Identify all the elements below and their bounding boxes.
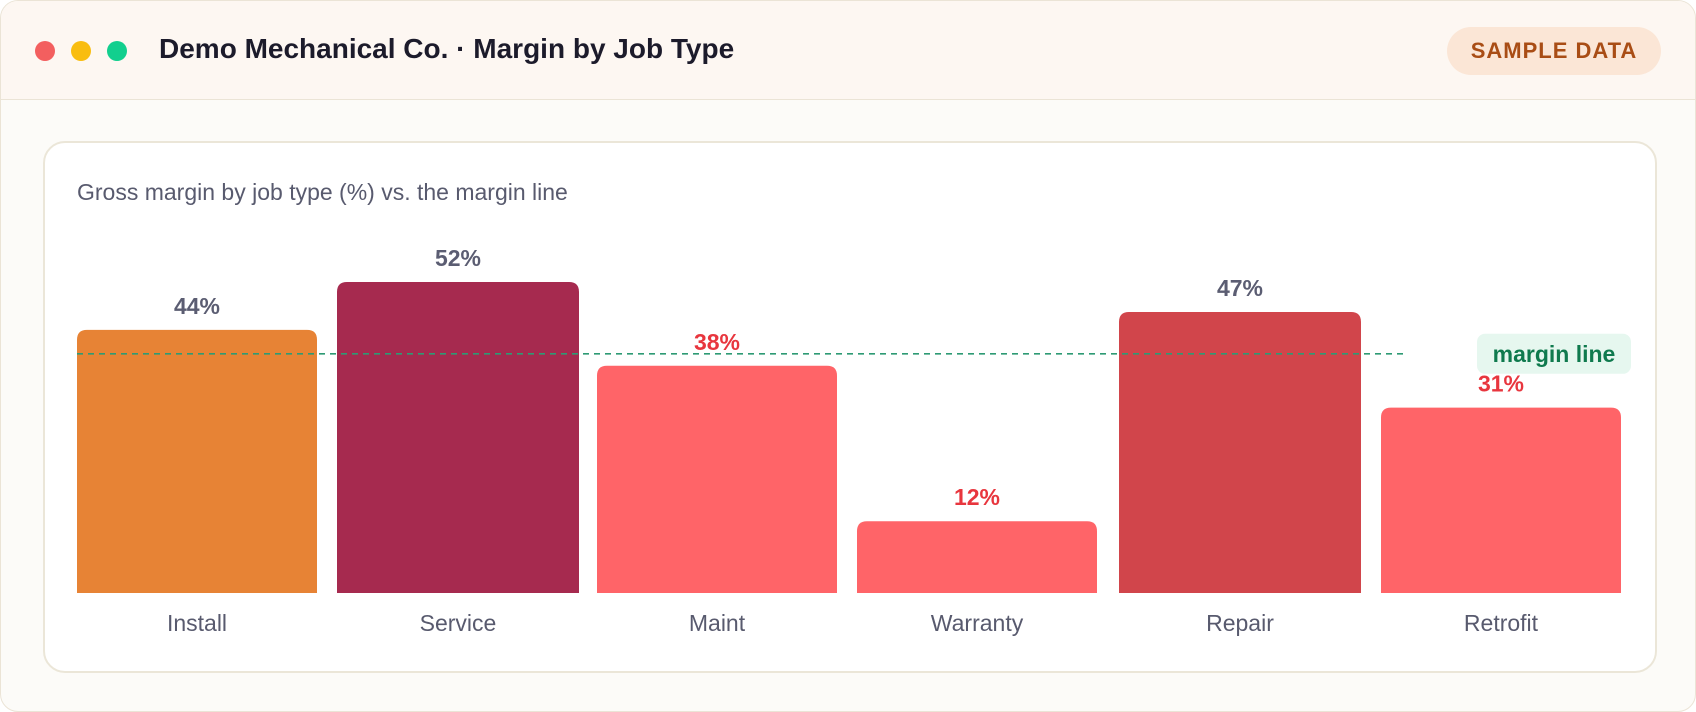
- category-label-warranty: Warranty: [931, 610, 1024, 636]
- bar-maint: [597, 365, 837, 593]
- bar-repair: [1119, 311, 1361, 593]
- value-label-install: 44%: [174, 293, 220, 319]
- value-label-retrofit: 31%: [1478, 371, 1524, 397]
- bar-warranty: [857, 521, 1097, 593]
- chart-subtitle: Gross margin by job type (%) vs. the mar…: [77, 179, 568, 205]
- bar-install: [77, 329, 317, 593]
- minimize-button[interactable]: [71, 41, 91, 61]
- category-label-service: Service: [420, 610, 497, 636]
- margin-line-label-bg: [1477, 333, 1631, 374]
- margin-line-label: margin line: [1493, 341, 1616, 367]
- title-bar: Demo Mechanical Co. · Margin by Job Type…: [1, 1, 1695, 100]
- category-label-repair: Repair: [1206, 610, 1274, 636]
- value-label-service: 52%: [435, 245, 481, 271]
- category-label-retrofit: Retrofit: [1464, 610, 1539, 636]
- category-label-maint: Maint: [689, 610, 746, 636]
- sample-data-badge: SAMPLE DATA: [1447, 27, 1661, 75]
- bar-retrofit: [1381, 407, 1621, 593]
- value-label-repair: 47%: [1217, 275, 1263, 301]
- category-label-install: Install: [167, 610, 227, 636]
- close-button[interactable]: [35, 41, 55, 61]
- maximize-button[interactable]: [107, 41, 127, 61]
- chart-card: Gross margin by job type (%) vs. the mar…: [43, 141, 1657, 673]
- window-title: Demo Mechanical Co. · Margin by Job Type: [159, 33, 735, 64]
- value-label-maint: 38%: [694, 329, 740, 355]
- bar-service: [337, 282, 579, 593]
- value-label-warranty: 12%: [954, 484, 1000, 510]
- margin-bar-chart: 44% Install 52% Service 38% Maint 12% Warranty 4…: [77, 245, 1631, 636]
